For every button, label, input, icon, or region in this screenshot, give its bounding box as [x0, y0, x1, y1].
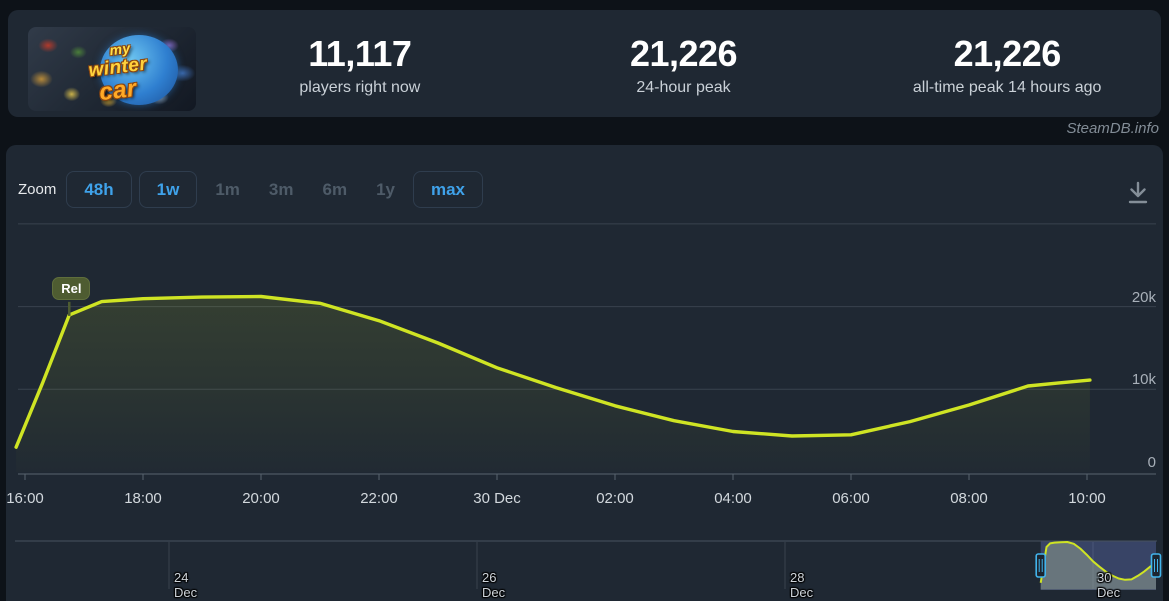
- alltime-peak-value: 21,226: [953, 33, 1062, 74]
- y-tick-0: 0: [1147, 454, 1156, 471]
- 24h-peak-label: 24-hour peak: [636, 79, 731, 96]
- download-chart-button[interactable]: [1122, 177, 1154, 209]
- x-tick-06:00: 06:00: [832, 490, 870, 507]
- steamdb-watermark: SteamDB.info: [1066, 120, 1159, 137]
- zoom-range-button-1m: 1m: [204, 171, 251, 208]
- navigator-selection-date: 30 Dec: [1097, 570, 1121, 600]
- download-icon: [1128, 181, 1148, 204]
- zoom-range-button-1w[interactable]: 1w: [138, 171, 198, 208]
- zoom-label: Zoom: [18, 181, 57, 198]
- zoom-button-group: 48h 1w 1m 3m 6m 1y max: [66, 171, 490, 208]
- x-tick-22:00: 22:00: [360, 490, 398, 507]
- x-tick-30 Dec: 30 Dec: [473, 490, 521, 507]
- game-logo-circle: [100, 35, 178, 105]
- x-tick-18:00: 18:00: [124, 490, 162, 507]
- stat-24h-peak: 21,226 24-hour peak: [522, 32, 846, 112]
- navigator-date-24 Dec: 24 Dec: [174, 570, 198, 600]
- y-tick-20k: 20k: [1131, 288, 1156, 306]
- current-players-value: 11,117: [308, 33, 412, 74]
- navigator-date-28 Dec: 28 Dec: [790, 570, 814, 600]
- x-tick-16:00: 16:00: [6, 490, 44, 507]
- x-tick-04:00: 04:00: [714, 490, 752, 507]
- x-tick-10:00: 10:00: [1068, 490, 1106, 507]
- stats-row: 11,117 players right now 21,226 24-hour …: [198, 32, 1169, 112]
- zoom-range-button-3m: 3m: [258, 171, 305, 208]
- y-tick-10k: 10k: [1131, 371, 1156, 389]
- navigator-right-handle[interactable]: [1150, 553, 1162, 578]
- 24h-peak-value: 21,226: [629, 33, 738, 74]
- zoom-range-button-max[interactable]: max: [412, 171, 484, 208]
- release-annotation-badge: Rel: [52, 276, 91, 300]
- header-panel: my winter car 11,117 players right now 2…: [8, 10, 1161, 117]
- x-tick-08:00: 08:00: [950, 490, 988, 507]
- stat-alltime-peak: 21,226 all-time peak 14 hours ago: [845, 32, 1169, 112]
- zoom-toolbar: Zoom 48h 1w 1m 3m 6m 1y max: [18, 171, 490, 208]
- navigator-date-26 Dec: 26 Dec: [482, 570, 506, 600]
- x-tick-02:00: 02:00: [596, 490, 634, 507]
- game-capsule-image: my winter car: [28, 27, 196, 111]
- zoom-range-button-6m: 6m: [311, 171, 358, 208]
- zoom-range-button-48h[interactable]: 48h: [66, 171, 132, 208]
- stat-current-players: 11,117 players right now: [198, 32, 522, 112]
- zoom-range-button-1y: 1y: [365, 171, 406, 208]
- alltime-peak-label: all-time peak 14 hours ago: [912, 79, 1102, 96]
- navigator-left-handle[interactable]: [1035, 553, 1047, 578]
- x-tick-20:00: 20:00: [242, 490, 280, 507]
- current-players-label: players right now: [299, 79, 421, 96]
